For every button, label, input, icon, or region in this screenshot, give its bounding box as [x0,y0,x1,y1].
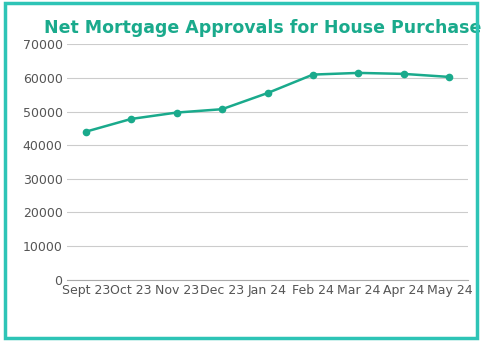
Title: Net Mortgage Approvals for House Purchases: Net Mortgage Approvals for House Purchas… [44,19,482,37]
